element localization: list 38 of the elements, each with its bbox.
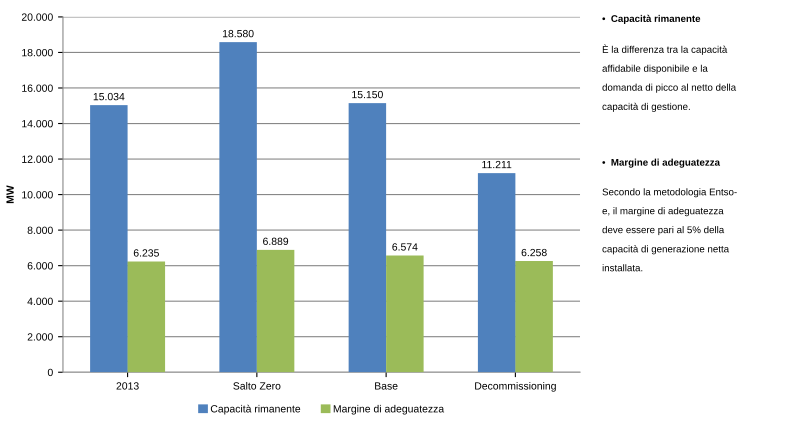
legend-label: Capacità rimanente <box>210 404 300 415</box>
text: Secondo la metodologia Entso- e, il margine di adeguatezza deve essere pari al 5% della capacità di generazione netta installata. <box>602 188 737 272</box>
legend-label: Margine di adeguatezza <box>334 404 444 415</box>
data-label: 6.889 <box>263 238 288 246</box>
y-tick-label: 16.000 <box>22 84 53 92</box>
bar <box>256 250 294 372</box>
bar <box>90 105 128 372</box>
x-tick-label: Salto Zero <box>233 382 280 390</box>
data-label: 6.574 <box>392 243 418 251</box>
y-tick-label: 2.000 <box>28 333 53 341</box>
y-tick-label: 4.000 <box>27 298 53 306</box>
data-label: 6.235 <box>134 249 159 257</box>
text: • Margine di adeguatezza <box>602 158 720 168</box>
data-label: 11.211 <box>482 160 512 168</box>
bar <box>219 42 257 372</box>
y-tick-label: 10.000 <box>22 191 53 198</box>
bar <box>478 173 516 372</box>
x-tick-label: Decommissioning <box>475 382 556 392</box>
y-axis-title: MW <box>6 185 14 204</box>
text: È la differenza tra la capacità affidabile disponibile e la domanda di picco al netto della capacità di gestione. <box>602 44 736 112</box>
y-tick-label: 18.000 <box>22 48 53 56</box>
y-tick-label: 8.000 <box>28 226 53 234</box>
bar <box>128 261 166 372</box>
y-tick-label: 12.000 <box>22 156 53 163</box>
data-label: 15.150 <box>352 90 383 98</box>
y-tick-label: 20.000 <box>22 13 53 21</box>
bar <box>515 261 553 372</box>
bar <box>348 103 386 372</box>
data-label: 18.580 <box>222 30 254 38</box>
x-tick-label: Base <box>375 382 398 390</box>
y-tick-label: 0 <box>48 368 53 376</box>
x-tick-label: 2013 <box>116 382 139 390</box>
data-label: 6.258 <box>522 248 547 256</box>
y-tick-label: 14.000 <box>22 120 53 128</box>
text: • Capacità rimanente <box>602 14 700 24</box>
y-tick-label: 6.000 <box>28 262 53 270</box>
data-label: 15.034 <box>94 92 124 100</box>
bar <box>386 255 424 372</box>
